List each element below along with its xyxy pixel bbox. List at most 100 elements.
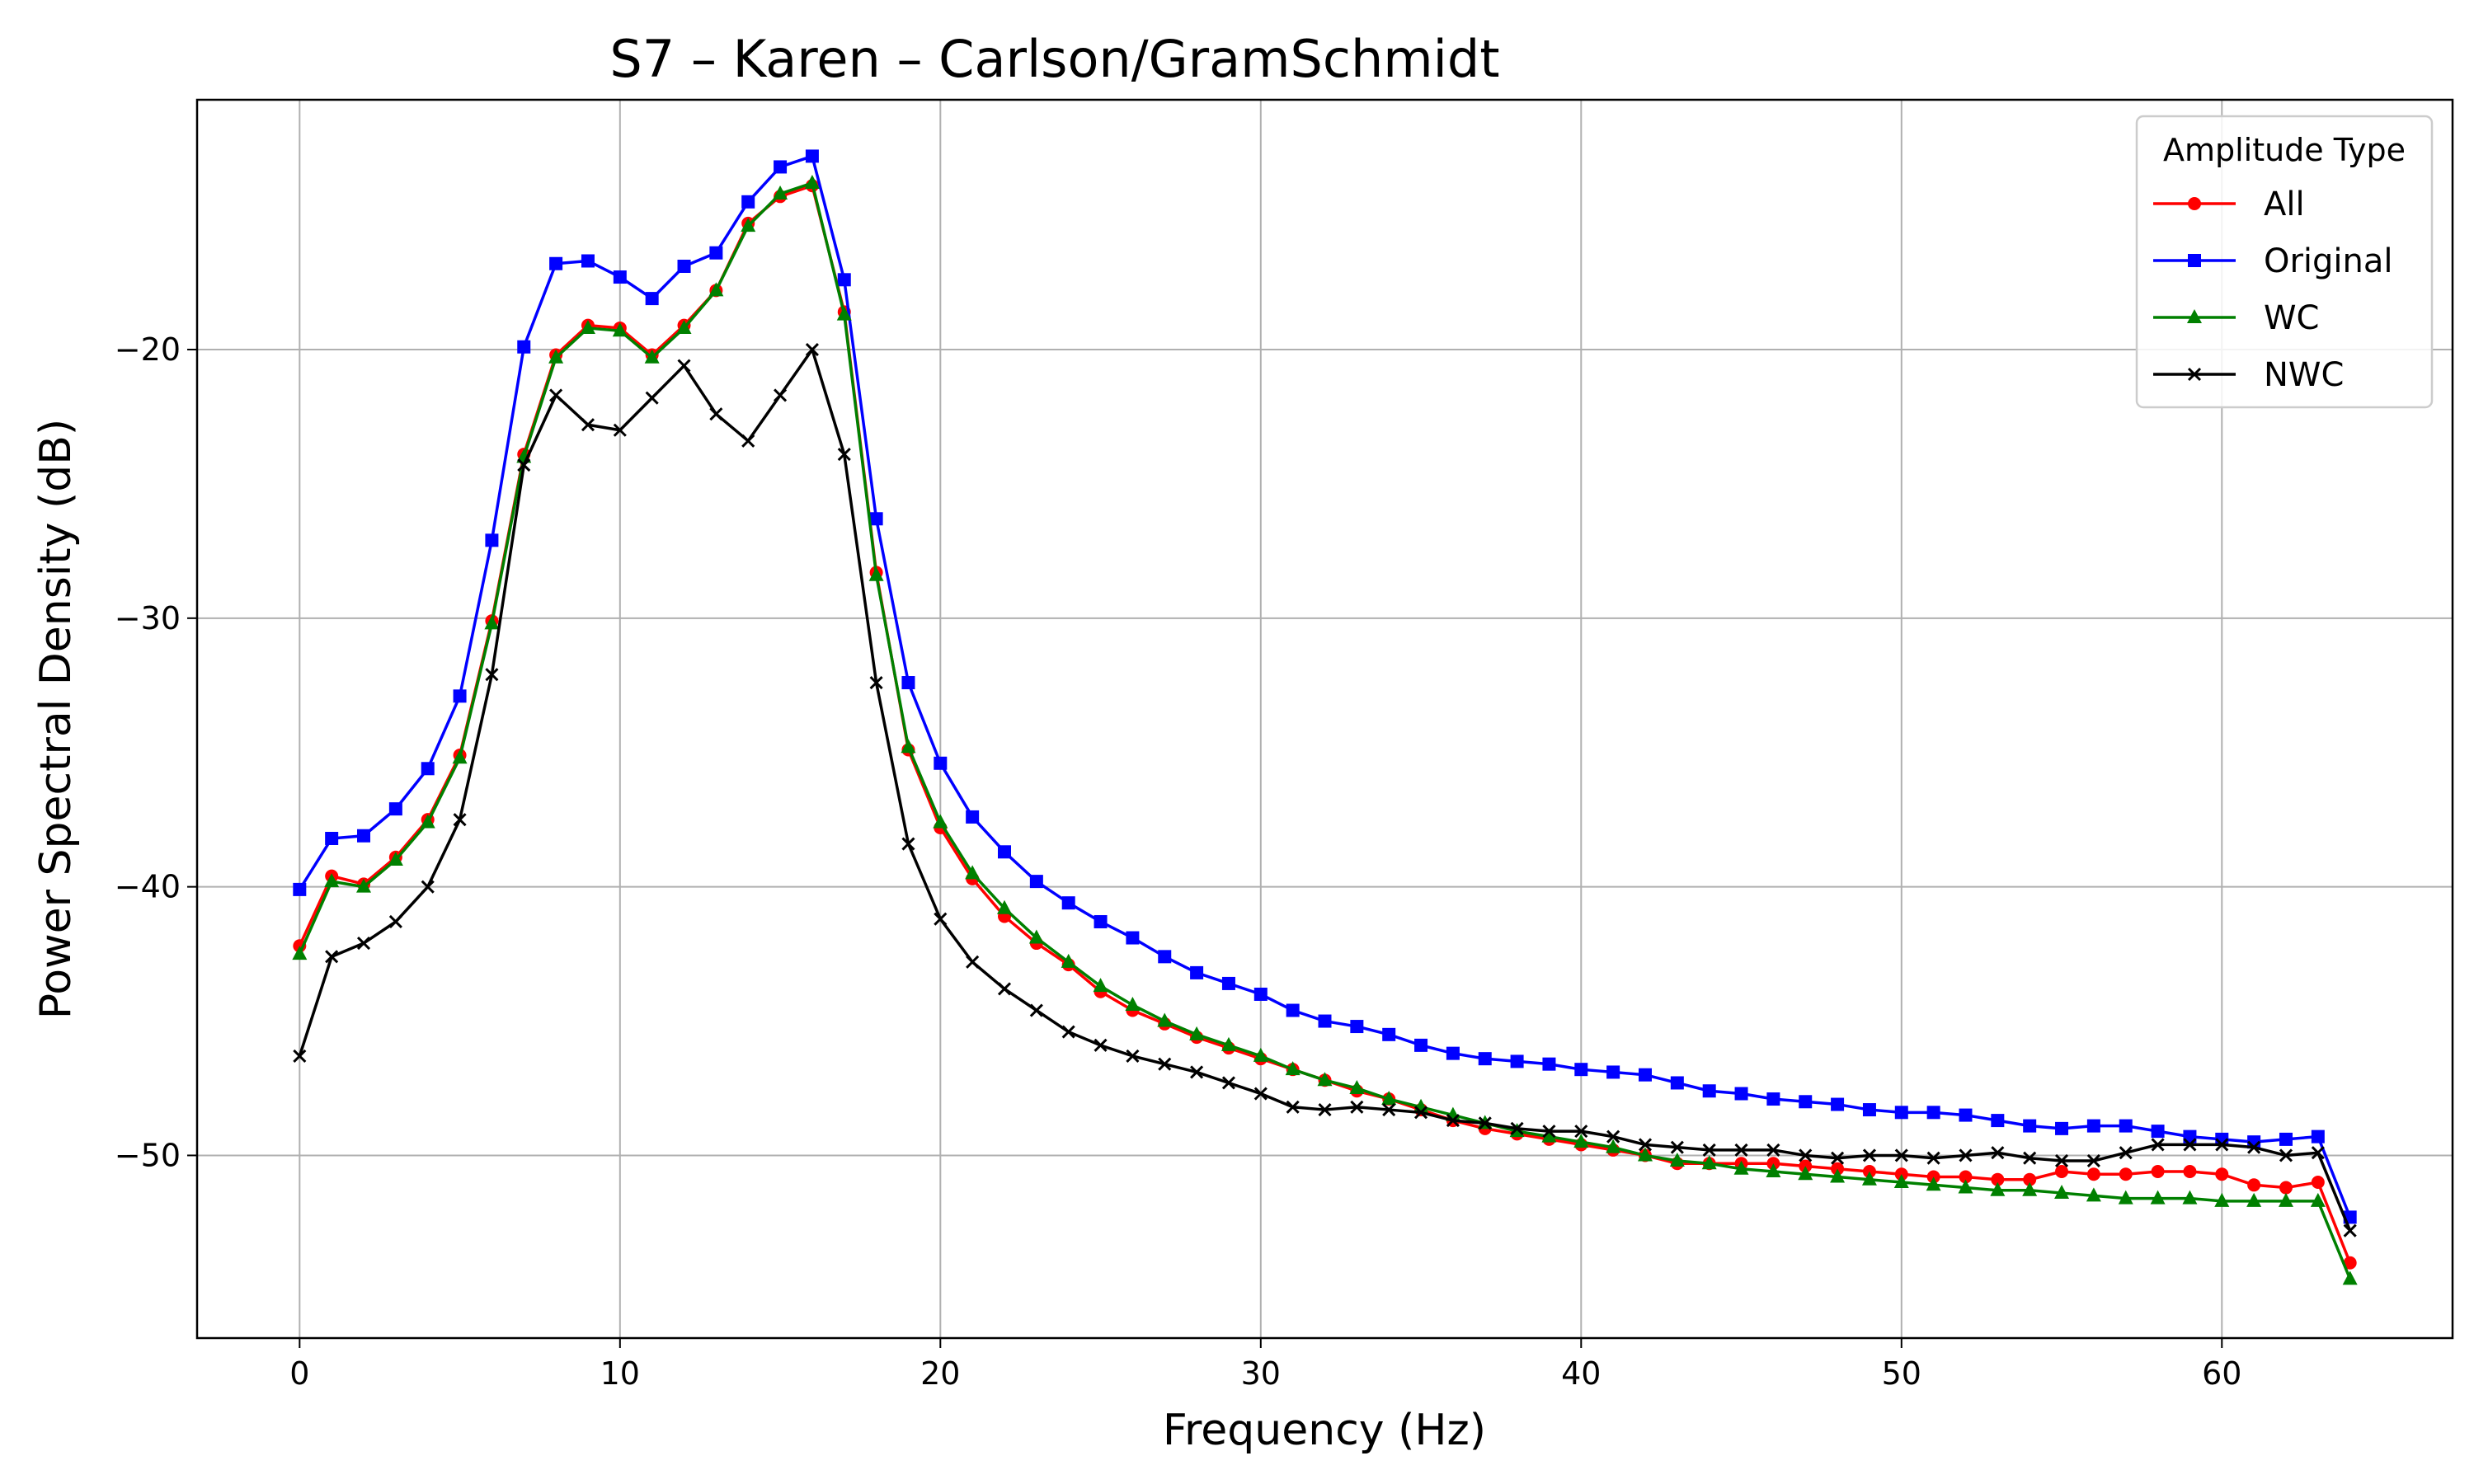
series-original-point — [1926, 1106, 1940, 1120]
series-nwc-point-stroke — [2343, 1223, 2357, 1237]
series-original-point — [2311, 1129, 2325, 1144]
series-nwc-point-stroke — [1221, 1076, 1236, 1090]
series-original-point — [805, 149, 819, 163]
y-axis-label: Power Spectral Density (dB) — [31, 419, 81, 1019]
series-nwc-point-stroke — [1702, 1143, 1716, 1157]
series-wc-point — [2342, 1270, 2358, 1285]
series-original-point — [2086, 1119, 2100, 1133]
series-nwc-point — [388, 914, 402, 929]
series-nwc-point-stroke — [1382, 1102, 1396, 1117]
series-nwc-point — [1542, 1125, 1556, 1139]
series-nwc-point — [1574, 1125, 1588, 1139]
series-wc-point — [484, 615, 500, 630]
series-all-point — [1959, 1170, 1973, 1184]
series-nwc-point — [2054, 1153, 2069, 1168]
series-all-point — [2023, 1172, 2037, 1186]
series-wc-point — [997, 899, 1013, 914]
series-wc-point — [1093, 978, 1108, 993]
series-wc-point — [2054, 1185, 2070, 1200]
series-nwc-point — [1350, 1100, 1364, 1114]
series-nwc-point-stroke — [421, 880, 435, 894]
series-original-point — [1799, 1095, 1813, 1109]
series-nwc — [293, 342, 2357, 1237]
series-nwc-point-stroke — [581, 418, 595, 432]
series-wc-point — [1798, 1166, 1813, 1181]
series-original-point — [1542, 1057, 1556, 1071]
series-nwc-point — [1766, 1143, 1780, 1157]
series-nwc-point-stroke — [325, 950, 339, 964]
series-original-point — [1959, 1108, 1973, 1122]
series-nwc-point — [837, 448, 851, 462]
series-original-point — [549, 256, 563, 270]
series-nwc-point — [1926, 1151, 1940, 1165]
series-wc-point — [1061, 953, 1076, 968]
series-nwc-point — [805, 342, 819, 357]
series-all-point — [2343, 1256, 2357, 1270]
series-nwc-point — [2086, 1153, 2100, 1168]
series-nwc-point-stroke — [2151, 1138, 2165, 1152]
series-nwc-point-stroke — [1094, 1038, 1108, 1052]
series-nwc-point-stroke — [2183, 1138, 2197, 1152]
series-nwc-point — [1991, 1146, 2005, 1160]
series-nwc-point — [1382, 1102, 1396, 1117]
series-wc-point — [741, 218, 756, 232]
series-original-point — [1350, 1020, 1364, 1034]
series-original-point — [1094, 914, 1108, 928]
series-original-point — [293, 882, 307, 896]
series-nwc-point-stroke — [2311, 1146, 2325, 1160]
series-nwc-point — [1702, 1143, 1716, 1157]
series-wc-point — [1253, 1047, 1268, 1062]
series-nwc-point — [1318, 1102, 1332, 1117]
series-wc-point — [2246, 1192, 2262, 1207]
legend-label: NWC — [2264, 356, 2344, 394]
series-nwc-point — [485, 668, 499, 682]
series-nwc-point-stroke — [1029, 1003, 1043, 1017]
series-wc-point — [548, 349, 564, 364]
x-tick-label: 40 — [1561, 1355, 1601, 1392]
legend-swatch-marker — [2187, 367, 2202, 382]
series-all-point — [2055, 1164, 2069, 1178]
series-wc-point — [773, 186, 788, 200]
series-nwc-point-stroke — [1510, 1121, 1524, 1135]
legend-swatch-marker-stroke — [2187, 367, 2202, 382]
series-original-point — [2023, 1119, 2037, 1133]
series-wc — [292, 175, 2358, 1285]
series-nwc-point — [901, 837, 915, 851]
series-nwc-point — [709, 407, 723, 421]
series-nwc-point — [934, 912, 948, 926]
series-wc-point — [1861, 1171, 1877, 1186]
series-wc-point — [2150, 1190, 2166, 1205]
series-nwc-point-stroke — [1606, 1129, 1620, 1144]
series-nwc-point — [1894, 1148, 1908, 1162]
series-original-point — [1991, 1114, 2005, 1128]
series-nwc-point — [1638, 1138, 1653, 1152]
series-wc-point — [901, 739, 916, 754]
series-original-point — [966, 810, 980, 824]
series-original-point — [677, 260, 691, 274]
legend-entry-original: Original — [2153, 242, 2393, 280]
series-wc-point — [1573, 1134, 1589, 1148]
series-original-point — [1158, 950, 1172, 964]
series-original-point — [421, 762, 435, 776]
series-nwc-point — [2183, 1138, 2197, 1152]
series-nwc-point — [1510, 1121, 1524, 1135]
series-original-point — [613, 270, 627, 284]
series-original-point — [1734, 1087, 1748, 1101]
series-wc-point — [452, 749, 468, 764]
series-nwc-point-stroke — [549, 388, 563, 402]
x-tick-label: 60 — [2202, 1355, 2241, 1392]
series-nwc-point-stroke — [1831, 1151, 1845, 1165]
series-nwc-point-stroke — [2279, 1148, 2293, 1162]
series-nwc-point-stroke — [356, 936, 371, 951]
legend-entry-all: All — [2153, 186, 2305, 223]
series-nwc-point — [517, 458, 531, 472]
series-nwc-point — [741, 434, 755, 448]
series-nwc-point-stroke — [2247, 1140, 2261, 1154]
series-nwc-point-stroke — [773, 388, 788, 402]
series-wc-point — [1221, 1036, 1236, 1051]
y-tick-label: −40 — [115, 869, 181, 905]
series-original-point — [1894, 1106, 1908, 1120]
legend-label: WC — [2264, 299, 2319, 337]
series-nwc-point-stroke — [901, 837, 915, 851]
